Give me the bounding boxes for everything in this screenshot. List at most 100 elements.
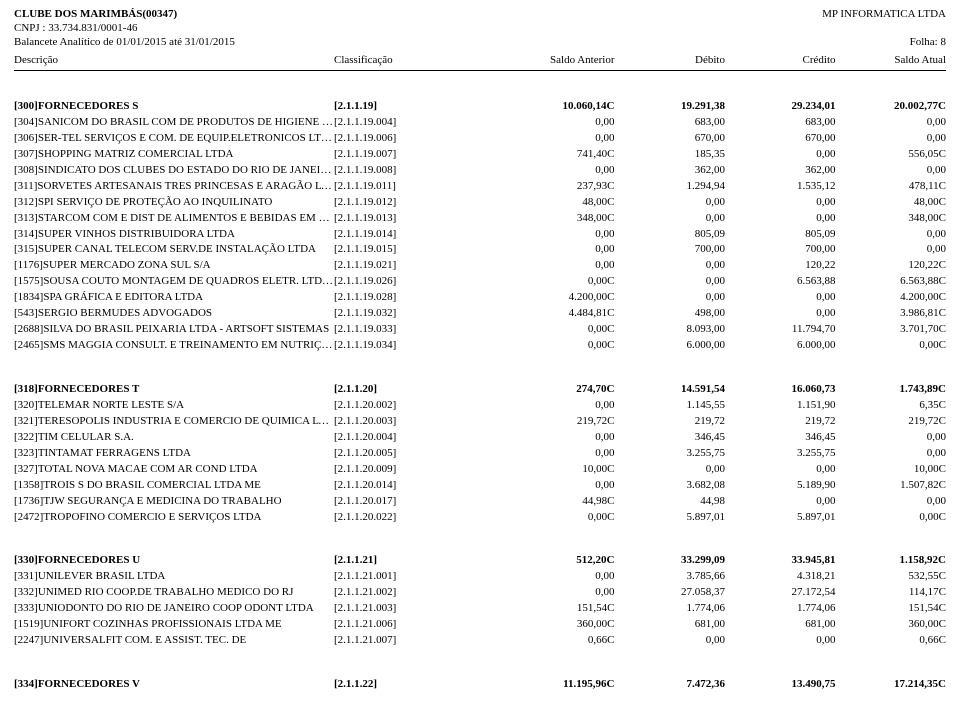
cell-debito: 498,00 bbox=[615, 306, 726, 322]
table-row: [321]TERESOPOLIS INDUSTRIA E COMERCIO DE… bbox=[14, 414, 946, 430]
cell-debito: 670,00 bbox=[615, 131, 726, 147]
cell-saldo-atual: 0,00 bbox=[836, 115, 947, 131]
cell-credito: 0,00 bbox=[725, 306, 836, 322]
cell-saldo-anterior: 0,00 bbox=[504, 115, 615, 131]
table-row: [313]STARCOM COM E DIST DE ALIMENTOS E B… bbox=[14, 211, 946, 227]
cell-descricao: [304]SANICOM DO BRASIL COM DE PRODUTOS D… bbox=[14, 115, 334, 131]
col-head-saldo-anterior: Saldo Anterior bbox=[504, 54, 615, 66]
cell-saldo-anterior: 10,00C bbox=[504, 462, 615, 478]
cell-saldo-anterior: 151,54C bbox=[504, 601, 615, 617]
table-row: [332]UNIMED RIO COOP.DE TRABALHO MEDICO … bbox=[14, 585, 946, 601]
cell-credito: 3.255,75 bbox=[725, 446, 836, 462]
cell-descricao: [2688]SILVA DO BRASIL PEIXARIA LTDA - AR… bbox=[14, 322, 334, 338]
cell-credito: 5.897,01 bbox=[725, 510, 836, 526]
cell-classificacao: [2.1.1.19.013] bbox=[334, 211, 504, 227]
cell-debito: 0,00 bbox=[615, 258, 726, 274]
cell-saldo-anterior: 0,00C bbox=[504, 322, 615, 338]
cell-classificacao: [2.1.1.21.007] bbox=[334, 633, 504, 649]
cell-descricao: [2465]SMS MAGGIA CONSULT. E TREINAMENTO … bbox=[14, 338, 334, 354]
cell-debito: 1.145,55 bbox=[615, 398, 726, 414]
cell-credito: 700,00 bbox=[725, 242, 836, 258]
cell-descricao: [2472]TROPOFINO COMERCIO E SERVIÇOS LTDA bbox=[14, 510, 334, 526]
table-row: [2465]SMS MAGGIA CONSULT. E TREINAMENTO … bbox=[14, 338, 946, 354]
table-row: [1575]SOUSA COUTO MONTAGEM DE QUADROS EL… bbox=[14, 274, 946, 290]
cell-credito: 0,00 bbox=[725, 211, 836, 227]
report-header: CLUBE DOS MARIMBÁS(00347) MP INFORMATICA… bbox=[14, 8, 946, 71]
cell-saldo-anterior: 237,93C bbox=[504, 179, 615, 195]
cell-saldo-anterior: 0,00 bbox=[504, 227, 615, 243]
cell-classificacao: [2.1.1.20.003] bbox=[334, 414, 504, 430]
cell-saldo-anterior: 0,00 bbox=[504, 258, 615, 274]
cell-descricao: [323]TINTAMAT FERRAGENS LTDA bbox=[14, 446, 334, 462]
cell-descricao: [313]STARCOM COM E DIST DE ALIMENTOS E B… bbox=[14, 211, 334, 227]
cell-credito: 27.172,54 bbox=[725, 585, 836, 601]
cell-descricao: [1176]SUPER MERCADO ZONA SUL S/A bbox=[14, 258, 334, 274]
cell-descricao: [314]SUPER VINHOS DISTRIBUIDORA LTDA bbox=[14, 227, 334, 243]
group-totals-row: [334]FORNECEDORES V[2.1.1.22]11.195,96C7… bbox=[14, 677, 946, 693]
cell-debito: 1.294,94 bbox=[615, 179, 726, 195]
cell-debito: 14.591,54 bbox=[615, 382, 726, 398]
cell-saldo-atual: 3.701,70C bbox=[836, 322, 947, 338]
cell-descricao: [311]SORVETES ARTESANAIS TRES PRINCESAS … bbox=[14, 179, 334, 195]
cell-classificacao: [2.1.1.19.012] bbox=[334, 195, 504, 211]
cell-saldo-atual: 0,00 bbox=[836, 227, 947, 243]
cell-saldo-anterior: 0,66C bbox=[504, 633, 615, 649]
cell-credito: 0,00 bbox=[725, 633, 836, 649]
cell-saldo-anterior: 0,00C bbox=[504, 510, 615, 526]
cell-credito: 219,72 bbox=[725, 414, 836, 430]
table-row: [322]TIM CELULAR S.A.[2.1.1.20.004]0,003… bbox=[14, 430, 946, 446]
cell-saldo-atual: 219,72C bbox=[836, 414, 947, 430]
cell-debito: 681,00 bbox=[615, 617, 726, 633]
cell-debito: 0,00 bbox=[615, 211, 726, 227]
cell-debito: 27.058,37 bbox=[615, 585, 726, 601]
cell-credito: 6.000,00 bbox=[725, 338, 836, 354]
cell-debito: 8.093,00 bbox=[615, 322, 726, 338]
cell-saldo-atual: 348,00C bbox=[836, 211, 947, 227]
cell-credito: 120,22 bbox=[725, 258, 836, 274]
cell-debito: 6.000,00 bbox=[615, 338, 726, 354]
table-row: [306]SER-TEL SERVIÇOS E COM. DE EQUIP.EL… bbox=[14, 131, 946, 147]
cell-descricao: [543]SERGIO BERMUDES ADVOGADOS bbox=[14, 306, 334, 322]
cell-debito: 33.299,09 bbox=[615, 553, 726, 569]
col-head-credito: Crédito bbox=[725, 54, 836, 66]
cell-saldo-anterior: 10.060,14C bbox=[504, 99, 615, 115]
cell-saldo-atual: 10,00C bbox=[836, 462, 947, 478]
cell-debito: 805,09 bbox=[615, 227, 726, 243]
cell-saldo-anterior: 0,00 bbox=[504, 446, 615, 462]
cell-classificacao: [2.1.1.19.033] bbox=[334, 322, 504, 338]
cell-saldo-anterior: 0,00 bbox=[504, 430, 615, 446]
cell-classificacao: [2.1.1.20.009] bbox=[334, 462, 504, 478]
table-row: [2688]SILVA DO BRASIL PEIXARIA LTDA - AR… bbox=[14, 322, 946, 338]
cell-descricao: [330]FORNECEDORES U bbox=[14, 553, 334, 569]
cell-credito: 346,45 bbox=[725, 430, 836, 446]
cell-saldo-atual: 0,00 bbox=[836, 446, 947, 462]
cell-classificacao: [2.1.1.20.022] bbox=[334, 510, 504, 526]
cell-saldo-anterior: 0,00 bbox=[504, 131, 615, 147]
cell-descricao: [333]UNIODONTO DO RIO DE JANEIRO COOP OD… bbox=[14, 601, 334, 617]
cell-saldo-atual: 1.743,89C bbox=[836, 382, 947, 398]
table-row: [314]SUPER VINHOS DISTRIBUIDORA LTDA[2.1… bbox=[14, 227, 946, 243]
cell-debito: 0,00 bbox=[615, 274, 726, 290]
cell-descricao: [334]FORNECEDORES V bbox=[14, 677, 334, 693]
cell-saldo-atual: 0,00 bbox=[836, 242, 947, 258]
table-row: [315]SUPER CANAL TELECOM SERV.DE INSTALA… bbox=[14, 242, 946, 258]
cell-descricao: [1834]SPA GRÁFICA E EDITORA LTDA bbox=[14, 290, 334, 306]
cell-saldo-anterior: 741,40C bbox=[504, 147, 615, 163]
cell-saldo-atual: 6,35C bbox=[836, 398, 947, 414]
cell-descricao: [307]SHOPPING MATRIZ COMERCIAL LTDA bbox=[14, 147, 334, 163]
cell-credito: 6.563,88 bbox=[725, 274, 836, 290]
cell-classificacao: [2.1.1.19.015] bbox=[334, 242, 504, 258]
cell-descricao: [1358]TROIS S DO BRASIL COMERCIAL LTDA M… bbox=[14, 478, 334, 494]
cell-descricao: [318]FORNECEDORES T bbox=[14, 382, 334, 398]
cell-credito: 11.794,70 bbox=[725, 322, 836, 338]
cell-classificacao: [2.1.1.19.034] bbox=[334, 338, 504, 354]
cell-saldo-atual: 1.507,82C bbox=[836, 478, 947, 494]
table-row: [307]SHOPPING MATRIZ COMERCIAL LTDA[2.1.… bbox=[14, 147, 946, 163]
cell-debito: 44,98 bbox=[615, 494, 726, 510]
table-row: [1358]TROIS S DO BRASIL COMERCIAL LTDA M… bbox=[14, 478, 946, 494]
cell-credito: 0,00 bbox=[725, 195, 836, 211]
cell-debito: 700,00 bbox=[615, 242, 726, 258]
cell-saldo-anterior: 512,20C bbox=[504, 553, 615, 569]
cell-credito: 0,00 bbox=[725, 290, 836, 306]
cell-descricao: [1519]UNIFORT COZINHAS PROFISSIONAIS LTD… bbox=[14, 617, 334, 633]
